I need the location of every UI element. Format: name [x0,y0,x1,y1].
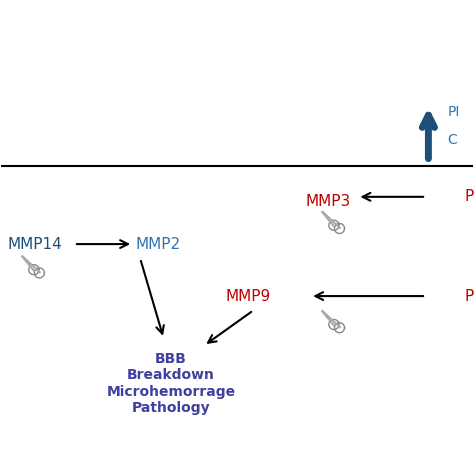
Text: MMP2: MMP2 [136,237,181,252]
Text: MMP3: MMP3 [306,194,351,209]
Text: C: C [447,133,457,147]
Text: BBB
Breakdown
Microhemorrage
Pathology: BBB Breakdown Microhemorrage Pathology [106,352,236,415]
Text: MMP14: MMP14 [8,237,63,252]
Text: PI: PI [447,105,460,119]
Text: MMP9: MMP9 [225,289,271,303]
Text: P: P [464,289,474,303]
Text: P: P [464,189,474,204]
